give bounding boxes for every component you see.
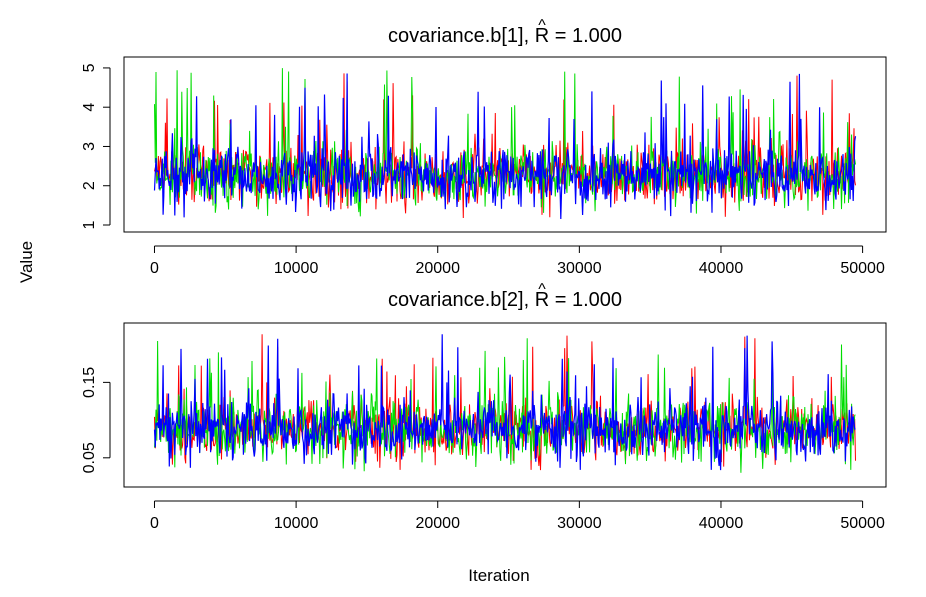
panel-2-title: covariance.b[2], R = 1.000 — [388, 289, 622, 311]
x-tick-label: 40000 — [699, 260, 744, 277]
series-trace-2 — [154, 68, 856, 217]
x-axis-label: Iteration — [468, 566, 529, 585]
x-tick-label: 10000 — [274, 515, 319, 532]
x-tick-label: 30000 — [557, 260, 602, 277]
x-tick-label: 40000 — [699, 515, 744, 532]
panel-title-symbol: R — [535, 25, 549, 47]
series-trace-3 — [153, 334, 856, 471]
series-trace-2 — [154, 338, 856, 473]
y-tick-label: 0.15 — [81, 367, 98, 398]
x-tick-label: 50000 — [840, 260, 885, 277]
y-axis: 1 2 3 4 5 — [81, 63, 111, 229]
plot-frame — [123, 322, 887, 488]
y-axis: 0.05 0.15 — [81, 367, 111, 473]
panel-title-prefix: covariance.b[2], — [388, 289, 535, 311]
panel-title-symbol: R — [535, 289, 549, 311]
panel-1: covariance.b[1], R = 1.000^0 10000 20000 30… — [81, 17, 887, 277]
plot-frame — [123, 56, 887, 233]
panel-title-suffix: = 1.000 — [549, 25, 622, 47]
x-tick-label: 10000 — [274, 260, 319, 277]
x-tick-label: 20000 — [415, 260, 460, 277]
y-tick-label: 1 — [81, 220, 98, 229]
series-trace-1 — [154, 334, 856, 471]
traces — [153, 334, 856, 473]
x-tick-label: 30000 — [557, 515, 602, 532]
y-tick-label: 5 — [81, 63, 98, 72]
panel-1-title: covariance.b[1], R = 1.000 — [388, 25, 622, 47]
y-axis-label: Value — [17, 241, 36, 283]
y-tick-label: 4 — [81, 103, 98, 112]
panels-group: covariance.b[1], R = 1.000^0 10000 20000 30… — [81, 17, 887, 532]
x-tick-label: 50000 — [840, 515, 885, 532]
panel-2: covariance.b[2], R = 1.000^ 0 10000 20000 30… — [81, 281, 887, 532]
panel-title-hat: ^ — [538, 281, 546, 298]
y-tick-label: 2 — [81, 181, 98, 190]
panel-title-suffix: = 1.000 — [549, 289, 622, 311]
series-trace-3 — [153, 73, 857, 220]
x-axis: 0 10000 20000 30000 40000 50000 — [150, 500, 885, 532]
x-axis: 0 10000 20000 30000 40000 50000 — [150, 245, 885, 277]
x-tick-label: 0 — [150, 260, 159, 277]
y-tick-label: 3 — [81, 142, 98, 151]
panel-title-hat: ^ — [538, 17, 546, 34]
traces — [153, 68, 857, 220]
x-tick-label: 0 — [150, 515, 159, 532]
y-tick-label: 0.05 — [81, 442, 98, 473]
x-tick-label: 20000 — [415, 515, 460, 532]
panel-title-prefix: covariance.b[1], — [388, 25, 535, 47]
